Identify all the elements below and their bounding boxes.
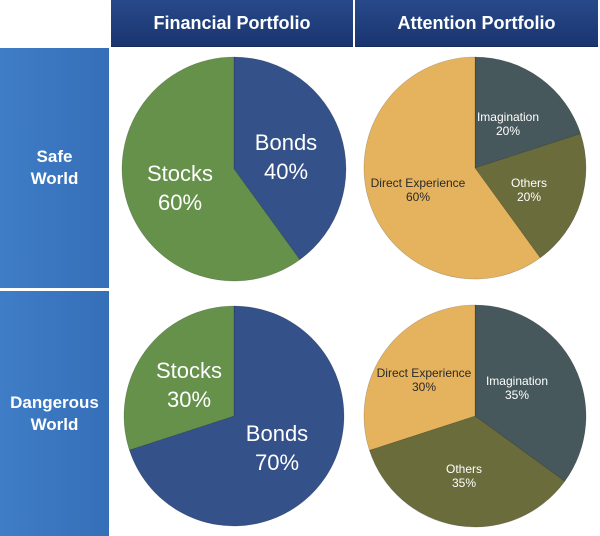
slice-name: Direct Experience <box>377 366 472 380</box>
slice-name: Others <box>446 462 482 476</box>
pie-label-imagination: Imagination 20% <box>477 110 539 138</box>
slice-name: Stocks <box>147 161 213 186</box>
row-header-dangerous-line2: World <box>30 414 79 434</box>
pie-slice-others <box>369 415 566 528</box>
pie-label-direct-experience: Direct Experience 60% <box>371 176 466 204</box>
pie-label-bonds: Bonds 40% <box>255 130 317 184</box>
pie-slice-stocks <box>123 305 235 451</box>
pie-slice-others <box>474 133 587 259</box>
slice-name: Imagination <box>477 110 539 124</box>
slice-name: Imagination <box>486 374 548 388</box>
slice-value: 60% <box>158 190 202 215</box>
pie-slice-imagination <box>474 56 581 169</box>
slice-value: 20% <box>496 124 520 138</box>
slice-value: 20% <box>517 190 541 204</box>
slice-value: 30% <box>412 380 436 394</box>
pie-label-others: Others 35% <box>446 462 482 490</box>
pie-slice-direct-experience <box>363 304 476 451</box>
pie-slice-imagination <box>474 304 587 482</box>
row-header-safe-line1: Safe <box>36 147 73 166</box>
row-header-safe-world: Safe World <box>0 48 109 288</box>
column-header-financial: Financial Portfolio <box>111 0 353 47</box>
pie-slice-stocks <box>121 56 301 282</box>
pie-label-bonds: Bonds 70% <box>246 421 308 475</box>
slice-name: Stocks <box>156 358 222 383</box>
pie-slice-bonds <box>233 56 347 261</box>
slice-value: 60% <box>406 190 430 204</box>
row-header-safe-line2: World <box>30 169 79 188</box>
slice-name: Bonds <box>246 421 308 446</box>
pie-dangerous-world-attention-portfolio: Imagination 35%Others 35%Direct Experience… <box>363 304 587 528</box>
slice-name: Direct Experience <box>371 176 466 190</box>
slice-value: 70% <box>255 450 299 475</box>
slice-value: 30% <box>167 387 211 412</box>
pie-dangerous-world-financial-portfolio: Bonds 70% Stocks 30% <box>123 305 345 527</box>
row-header-dangerous-line1: Dangerous <box>10 392 99 412</box>
pie-slice-direct-experience <box>363 56 541 280</box>
pie-slice-bonds <box>129 305 345 527</box>
pie-safe-world-financial-portfolio: Bonds 40% Stocks 60% <box>121 56 347 282</box>
pie-label-others: Others 20% <box>511 176 547 204</box>
pie-label-direct-experience: Direct Experience 30% <box>377 366 472 394</box>
pie-label-imagination: Imagination 35% <box>486 374 548 402</box>
slice-name: Bonds <box>255 130 317 155</box>
pie-safe-world-attention-portfolio: Imagination 20%Others 20%Direct Experience… <box>363 56 587 280</box>
slice-name: Others <box>511 176 547 190</box>
slice-value: 40% <box>264 159 308 184</box>
column-header-attention: Attention Portfolio <box>355 0 598 47</box>
row-header-dangerous-world: Dangerous World <box>0 291 109 536</box>
pie-label-stocks: Stocks 60% <box>147 161 213 215</box>
pie-label-stocks: Stocks 30% <box>156 358 222 412</box>
slice-value: 35% <box>452 476 476 490</box>
slice-value: 35% <box>505 388 529 402</box>
